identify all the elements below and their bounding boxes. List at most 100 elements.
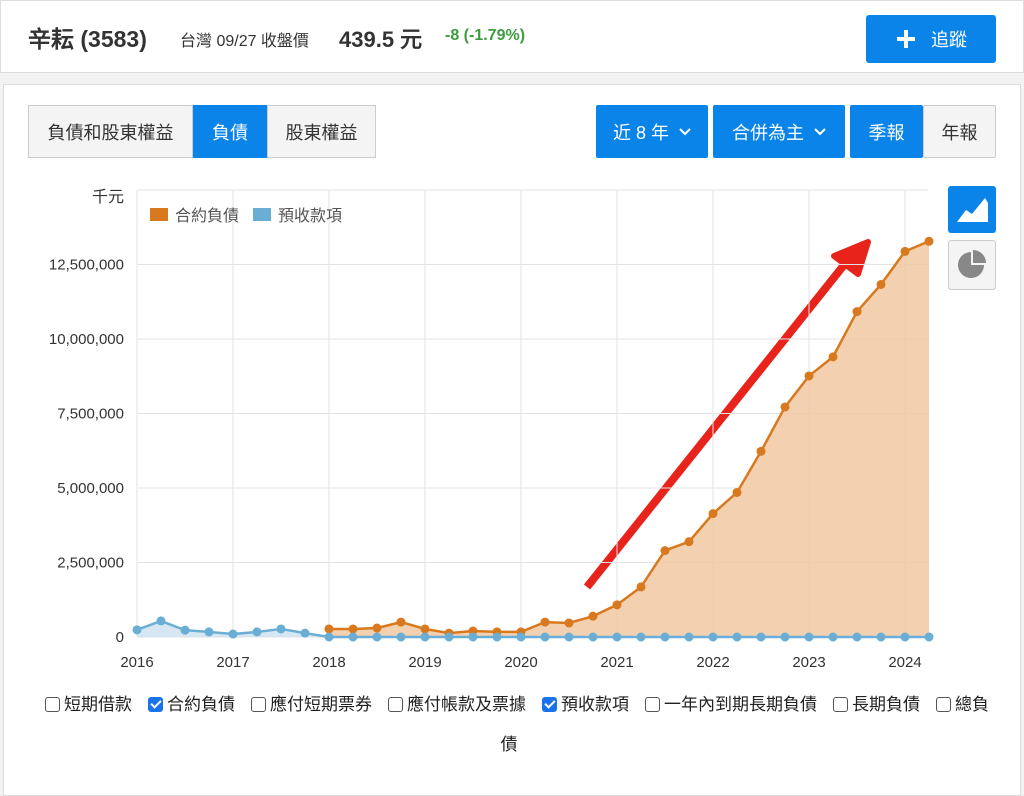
checkbox[interactable] bbox=[936, 697, 951, 712]
point bbox=[156, 616, 166, 626]
tab-label: 負債 bbox=[212, 122, 248, 143]
checkbox[interactable] bbox=[148, 697, 163, 712]
point bbox=[900, 246, 910, 256]
tab-label: 負債和股東權益 bbox=[47, 122, 174, 143]
price: 439.5 元 bbox=[339, 27, 423, 52]
x-tick-label: 2018 bbox=[312, 654, 345, 671]
point bbox=[588, 632, 598, 642]
point bbox=[780, 632, 790, 642]
point bbox=[828, 352, 838, 362]
point bbox=[876, 632, 886, 642]
pie-icon-button[interactable] bbox=[948, 240, 996, 290]
x-tick-label: 2016 bbox=[120, 654, 153, 671]
point bbox=[540, 632, 550, 642]
price-change: -8 (-1.79%) bbox=[445, 27, 526, 44]
filter-button[interactable]: 年報 bbox=[923, 105, 996, 158]
legend-swatch bbox=[150, 208, 168, 221]
checkbox[interactable] bbox=[251, 697, 266, 712]
checkbox[interactable] bbox=[833, 697, 848, 712]
point bbox=[804, 371, 814, 381]
x-tick-label: 2019 bbox=[408, 654, 441, 671]
point bbox=[396, 632, 406, 642]
point bbox=[732, 632, 742, 642]
option-label[interactable]: 總負債 bbox=[500, 695, 990, 754]
point bbox=[804, 632, 814, 642]
y-tick-label: 12,500,000 bbox=[49, 257, 124, 274]
point bbox=[324, 632, 334, 642]
checkbox[interactable] bbox=[388, 697, 403, 712]
point bbox=[300, 628, 310, 638]
checkbox[interactable] bbox=[45, 697, 60, 712]
point bbox=[684, 537, 694, 547]
checkbox[interactable] bbox=[542, 697, 557, 712]
point bbox=[708, 509, 718, 519]
filter-button[interactable]: 季報 bbox=[850, 105, 923, 158]
point bbox=[396, 617, 406, 627]
point bbox=[924, 632, 934, 642]
filter-label: 年報 bbox=[941, 122, 978, 143]
point bbox=[732, 487, 742, 497]
point bbox=[276, 624, 286, 634]
option-label[interactable]: 一年內到期長期負債 bbox=[664, 695, 817, 714]
point bbox=[372, 623, 382, 633]
tab-button[interactable]: 負債和股東權益 bbox=[28, 105, 193, 158]
option-label[interactable]: 短期借款 bbox=[64, 695, 132, 714]
y-tick-label: 10,000,000 bbox=[49, 331, 124, 348]
point bbox=[204, 627, 214, 637]
option-label[interactable]: 預收款項 bbox=[561, 695, 629, 714]
point bbox=[636, 582, 646, 592]
point bbox=[756, 446, 766, 456]
option-label[interactable]: 長期負債 bbox=[852, 695, 920, 714]
point bbox=[708, 632, 718, 642]
point bbox=[348, 624, 358, 634]
stock-name: 辛耘 (3583) bbox=[28, 26, 147, 52]
point bbox=[348, 632, 358, 642]
point bbox=[612, 632, 622, 642]
top-bar bbox=[0, 0, 1024, 73]
x-tick-label: 2024 bbox=[888, 654, 921, 671]
x-tick-label: 2020 bbox=[504, 654, 537, 671]
point bbox=[588, 611, 598, 621]
point bbox=[564, 618, 574, 628]
tab-button[interactable]: 股東權益 bbox=[267, 105, 376, 158]
point bbox=[564, 632, 574, 642]
point bbox=[324, 624, 334, 634]
x-tick-label: 2021 bbox=[600, 654, 633, 671]
y-unit: 千元 bbox=[92, 188, 124, 206]
point bbox=[924, 236, 934, 246]
point bbox=[756, 632, 766, 642]
caret bbox=[814, 127, 826, 135]
legend-swatch bbox=[253, 208, 272, 221]
point bbox=[420, 624, 430, 634]
y-tick-label: 2,500,000 bbox=[57, 555, 124, 572]
follow-button[interactable]: 追蹤 bbox=[866, 15, 996, 63]
market-date: 台灣 09/27 收盤價 bbox=[180, 33, 309, 50]
option-label[interactable]: 合約負債 bbox=[167, 695, 235, 714]
option-label[interactable]: 應付帳款及票據 bbox=[407, 695, 526, 714]
area-icon-button[interactable] bbox=[948, 186, 996, 233]
option-label[interactable]: 應付短期票券 bbox=[270, 695, 372, 714]
tab-button[interactable]: 負債 bbox=[193, 105, 267, 158]
point bbox=[828, 632, 838, 642]
point bbox=[660, 632, 670, 642]
point bbox=[516, 632, 526, 642]
filter-button[interactable]: 合併為主 bbox=[713, 105, 845, 158]
point bbox=[684, 632, 694, 642]
filter-label: 季報 bbox=[868, 122, 905, 143]
filter-label: 近 8 年 bbox=[612, 122, 669, 143]
filter-label: 合併為主 bbox=[732, 122, 804, 143]
point bbox=[900, 632, 910, 642]
plus-icon bbox=[897, 30, 915, 48]
point bbox=[540, 617, 550, 627]
point bbox=[636, 632, 646, 642]
point bbox=[660, 546, 670, 556]
point bbox=[612, 600, 622, 610]
point bbox=[444, 632, 454, 642]
point bbox=[228, 629, 238, 639]
point bbox=[420, 632, 430, 642]
checkbox[interactable] bbox=[645, 697, 660, 712]
filter-button[interactable]: 近 8 年 bbox=[596, 105, 708, 158]
point bbox=[492, 632, 502, 642]
